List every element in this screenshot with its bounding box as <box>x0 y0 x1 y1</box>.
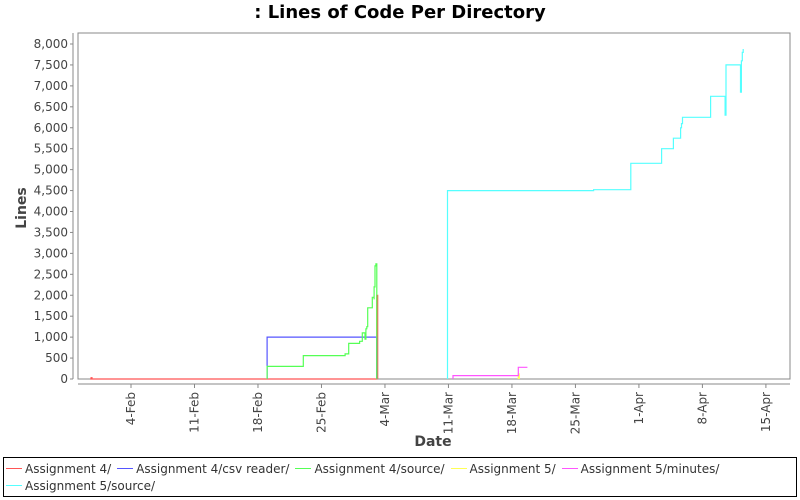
legend-label: Assignment 4/csv reader/ <box>136 461 290 476</box>
y-tick-label: 4,500 <box>34 184 68 198</box>
y-tick-label: 5,000 <box>34 163 68 177</box>
legend-swatch-icon <box>6 485 22 486</box>
x-tick-label: 25-Feb <box>314 392 328 433</box>
y-tick-label: 6,500 <box>34 100 68 114</box>
y-tick-label: 3,500 <box>34 225 68 239</box>
y-tick-label: 6,000 <box>34 121 68 135</box>
x-tick-label: 1-Apr <box>632 392 646 425</box>
x-tick-label: 15-Apr <box>759 392 773 432</box>
legend-row: Assignment 5/source/ <box>6 477 796 494</box>
y-tick-label: 1,000 <box>34 330 68 344</box>
y-tick-label: 3,000 <box>34 246 68 260</box>
legend-swatch-icon <box>6 468 22 469</box>
legend-label: Assignment 5/minutes/ <box>580 461 720 476</box>
legend-row: Assignment 4/Assignment 4/csv reader/Ass… <box>6 460 796 477</box>
legend-item: Assignment 5/minutes/ <box>561 460 720 477</box>
x-tick-label: 4-Feb <box>124 392 138 425</box>
legend-item: Assignment 4/ <box>6 460 111 477</box>
y-tick-label: 2,000 <box>34 288 68 302</box>
y-tick-label: 4,000 <box>34 205 68 219</box>
x-tick-label: 25-Mar <box>568 392 582 434</box>
legend-swatch-icon <box>450 468 467 469</box>
y-tick-label: 0 <box>60 372 68 386</box>
x-tick-label: 4-Mar <box>378 392 392 427</box>
x-tick-label: 11-Feb <box>187 392 201 433</box>
series-line <box>452 366 528 379</box>
x-tick-label: 18-Mar <box>505 392 519 434</box>
y-tick-label: 8,000 <box>34 37 68 51</box>
legend-item: Assignment 5/ <box>450 460 556 477</box>
legend-item: Assignment 5/source/ <box>6 477 155 494</box>
x-tick-label: 8-Apr <box>695 392 709 425</box>
legend-label: Assignment 5/ <box>469 461 556 476</box>
y-axis: 0 500 1,000 1,500 2,000 2,500 3,000 3,500 4,000 4… <box>34 33 74 386</box>
legend: Assignment 4/Assignment 4/csv reader/Ass… <box>3 457 797 497</box>
x-axis-label: Date <box>414 434 451 450</box>
legend-swatch-icon <box>295 468 312 469</box>
y-tick-label: 5,500 <box>34 142 68 156</box>
x-tick-label: 11-Mar <box>441 392 455 434</box>
y-tick-label: 500 <box>45 351 68 365</box>
chart-plot: 0 500 1,000 1,500 2,000 2,500 3,000 3,500 4,000 4… <box>14 32 791 450</box>
x-tick-label: 18-Feb <box>251 392 265 433</box>
plot-area <box>77 32 791 380</box>
y-tick-label: 7,500 <box>34 58 68 72</box>
legend-label: Assignment 4/source/ <box>314 461 445 476</box>
legend-item: Assignment 4/source/ <box>295 460 445 477</box>
legend-swatch-icon <box>117 468 134 469</box>
series-layer <box>90 49 744 380</box>
y-tick-label: 7,000 <box>34 79 68 93</box>
legend-label: Assignment 4/ <box>25 461 112 476</box>
y-tick-label: 1,500 <box>34 309 68 323</box>
legend-swatch-icon <box>561 468 578 469</box>
legend-item: Assignment 4/csv reader/ <box>117 460 289 477</box>
legend-label: Assignment 5/source/ <box>25 478 156 493</box>
series-line <box>446 49 744 379</box>
y-axis-label: Lines <box>14 187 30 229</box>
y-tick-label: 2,500 <box>34 267 68 281</box>
chart-title: : Lines of Code Per Directory <box>254 2 546 23</box>
x-axis: 4-Feb 11-Feb 18-Feb 25-Feb 4-Mar 11-Mar 18-Mar… <box>78 383 790 434</box>
series-line <box>266 263 378 379</box>
